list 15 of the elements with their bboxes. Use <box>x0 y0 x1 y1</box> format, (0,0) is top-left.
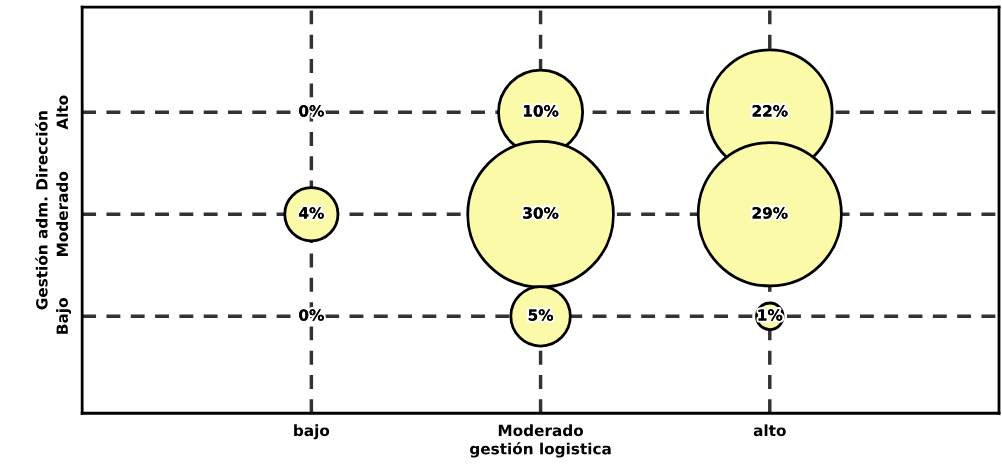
y-tick-label: Bajo <box>56 298 72 334</box>
data-label: 29% <box>752 207 788 219</box>
data-label: 22% <box>752 105 788 117</box>
y-tick-label: Moderado <box>56 171 69 256</box>
y-axis-title: Gestión adm. Dirección <box>35 111 48 310</box>
data-label: 4% <box>299 207 324 219</box>
data-label: 5% <box>528 309 554 321</box>
x-tick-label: alto <box>753 424 786 437</box>
data-label: 10% <box>524 105 559 117</box>
x-tick-label: bajo <box>294 424 330 440</box>
x-axis-title: gestión logistica <box>470 442 611 458</box>
data-label: 30% <box>523 207 559 219</box>
data-label: 0% <box>299 309 324 321</box>
x-tick-label: Moderado <box>498 424 584 437</box>
y-tick-label: Alto <box>56 95 69 130</box>
